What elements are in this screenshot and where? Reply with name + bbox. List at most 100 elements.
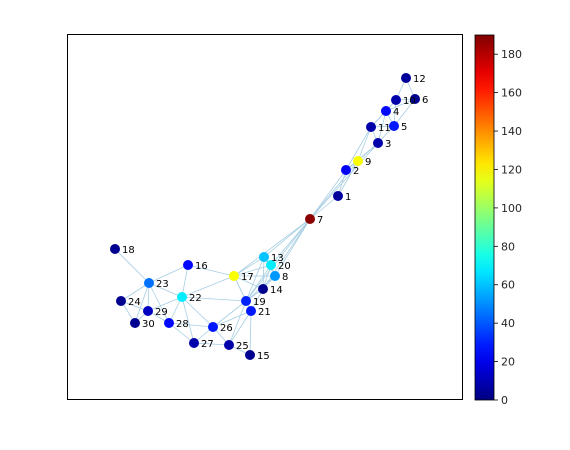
edge-23-16 <box>148 264 189 284</box>
colorbar-tick-label-20: 20 <box>501 356 515 369</box>
node-label-6: 6 <box>422 95 428 106</box>
node-14 <box>258 284 268 294</box>
edge-3-2 <box>345 142 379 171</box>
node-label-1: 1 <box>345 192 351 203</box>
node-label-23: 23 <box>156 279 169 290</box>
node-11 <box>366 122 376 132</box>
colorbar-tick-label-0: 0 <box>501 394 508 407</box>
node-1 <box>333 191 343 201</box>
edge-20-19 <box>245 264 272 302</box>
node-label-16: 16 <box>195 261 208 272</box>
edge-11-9 <box>357 126 372 162</box>
edge-6-4 <box>385 98 416 112</box>
node-label-22: 22 <box>189 293 202 304</box>
node-5 <box>389 121 399 131</box>
node-25 <box>224 340 234 350</box>
node-label-29: 29 <box>155 307 168 318</box>
node-label-4: 4 <box>393 107 399 118</box>
edge-26-28 <box>168 322 214 328</box>
edge-2-7 <box>309 169 347 220</box>
node-7 <box>305 214 315 224</box>
node-8 <box>270 271 280 281</box>
node-24 <box>116 296 126 306</box>
edge-13-17 <box>233 256 265 277</box>
node-label-21: 21 <box>258 307 271 318</box>
colorbar-tick-label-180: 180 <box>501 48 522 61</box>
node-17 <box>229 271 239 281</box>
edge-21-25 <box>228 310 252 346</box>
node-6 <box>410 94 420 104</box>
node-19 <box>241 296 251 306</box>
edge-7-17 <box>233 218 311 277</box>
colorbar-tick-label-140: 140 <box>501 125 522 138</box>
node-label-30: 30 <box>142 319 155 330</box>
node-label-17: 17 <box>241 272 254 283</box>
edge-19-25 <box>228 300 247 346</box>
node-label-8: 8 <box>282 272 288 283</box>
edge-19-26 <box>212 300 247 328</box>
node-label-2: 2 <box>353 166 359 177</box>
edge-21-15 <box>249 310 252 356</box>
edge-4-3 <box>377 110 387 144</box>
node-10 <box>391 95 401 105</box>
edge-28-27 <box>168 322 195 344</box>
node-29 <box>143 306 153 316</box>
node-label-13: 13 <box>271 253 284 264</box>
edge-22-23 <box>148 282 183 298</box>
colorbar-tick-label-80: 80 <box>501 240 515 253</box>
edge-17-22 <box>181 275 235 298</box>
node-label-3: 3 <box>385 139 391 150</box>
edge-7-8 <box>274 218 311 277</box>
node-label-28: 28 <box>176 319 189 330</box>
node-label-7: 7 <box>317 215 323 226</box>
edge-23-28 <box>148 282 170 324</box>
node-4 <box>381 106 391 116</box>
edge-23-30 <box>134 282 150 324</box>
edge-3-7 <box>309 142 379 220</box>
edge-7-19 <box>245 218 311 302</box>
node-label-11: 11 <box>378 123 391 134</box>
plot-area <box>67 34 463 400</box>
edge-22-29 <box>147 296 183 312</box>
node-22 <box>177 292 187 302</box>
edge-21-26 <box>212 310 252 328</box>
edge-14-17 <box>233 275 264 290</box>
node-label-15: 15 <box>257 351 270 362</box>
colorbar-tick-label-100: 100 <box>501 202 522 215</box>
colorbar-tick-label-40: 40 <box>501 317 515 330</box>
node-label-24: 24 <box>128 297 141 308</box>
node-3 <box>373 138 383 148</box>
edge-7-13 <box>263 218 311 258</box>
node-label-20: 20 <box>278 261 291 272</box>
node-label-5: 5 <box>401 122 407 133</box>
node-15 <box>245 350 255 360</box>
edge-23-24 <box>120 282 150 302</box>
node-label-18: 18 <box>122 245 135 256</box>
node-30 <box>130 318 140 328</box>
edge-13-19 <box>245 256 265 302</box>
node-label-19: 19 <box>253 297 266 308</box>
node-label-9: 9 <box>365 157 371 168</box>
node-12 <box>401 73 411 83</box>
node-label-26: 26 <box>220 323 233 334</box>
edge-7-20 <box>270 218 311 266</box>
edge-22-16 <box>181 264 189 298</box>
node-label-25: 25 <box>236 341 249 352</box>
edge-19-22 <box>181 296 247 302</box>
node-9 <box>353 156 363 166</box>
node-21 <box>246 306 256 316</box>
node-label-10: 10 <box>403 96 416 107</box>
edge-9-1 <box>337 160 359 197</box>
edge-23-18 <box>114 248 150 284</box>
colorbar <box>474 34 495 401</box>
edge-25-27 <box>193 342 230 346</box>
edge-26-22 <box>181 296 214 328</box>
node-23 <box>144 278 154 288</box>
node-label-14: 14 <box>270 285 283 296</box>
node-label-27: 27 <box>201 339 214 350</box>
node-13 <box>259 252 269 262</box>
colorbar-tick-label-60: 60 <box>501 279 515 292</box>
edge-11-2 <box>345 126 372 171</box>
colorbar-tick-label-120: 120 <box>501 163 522 176</box>
